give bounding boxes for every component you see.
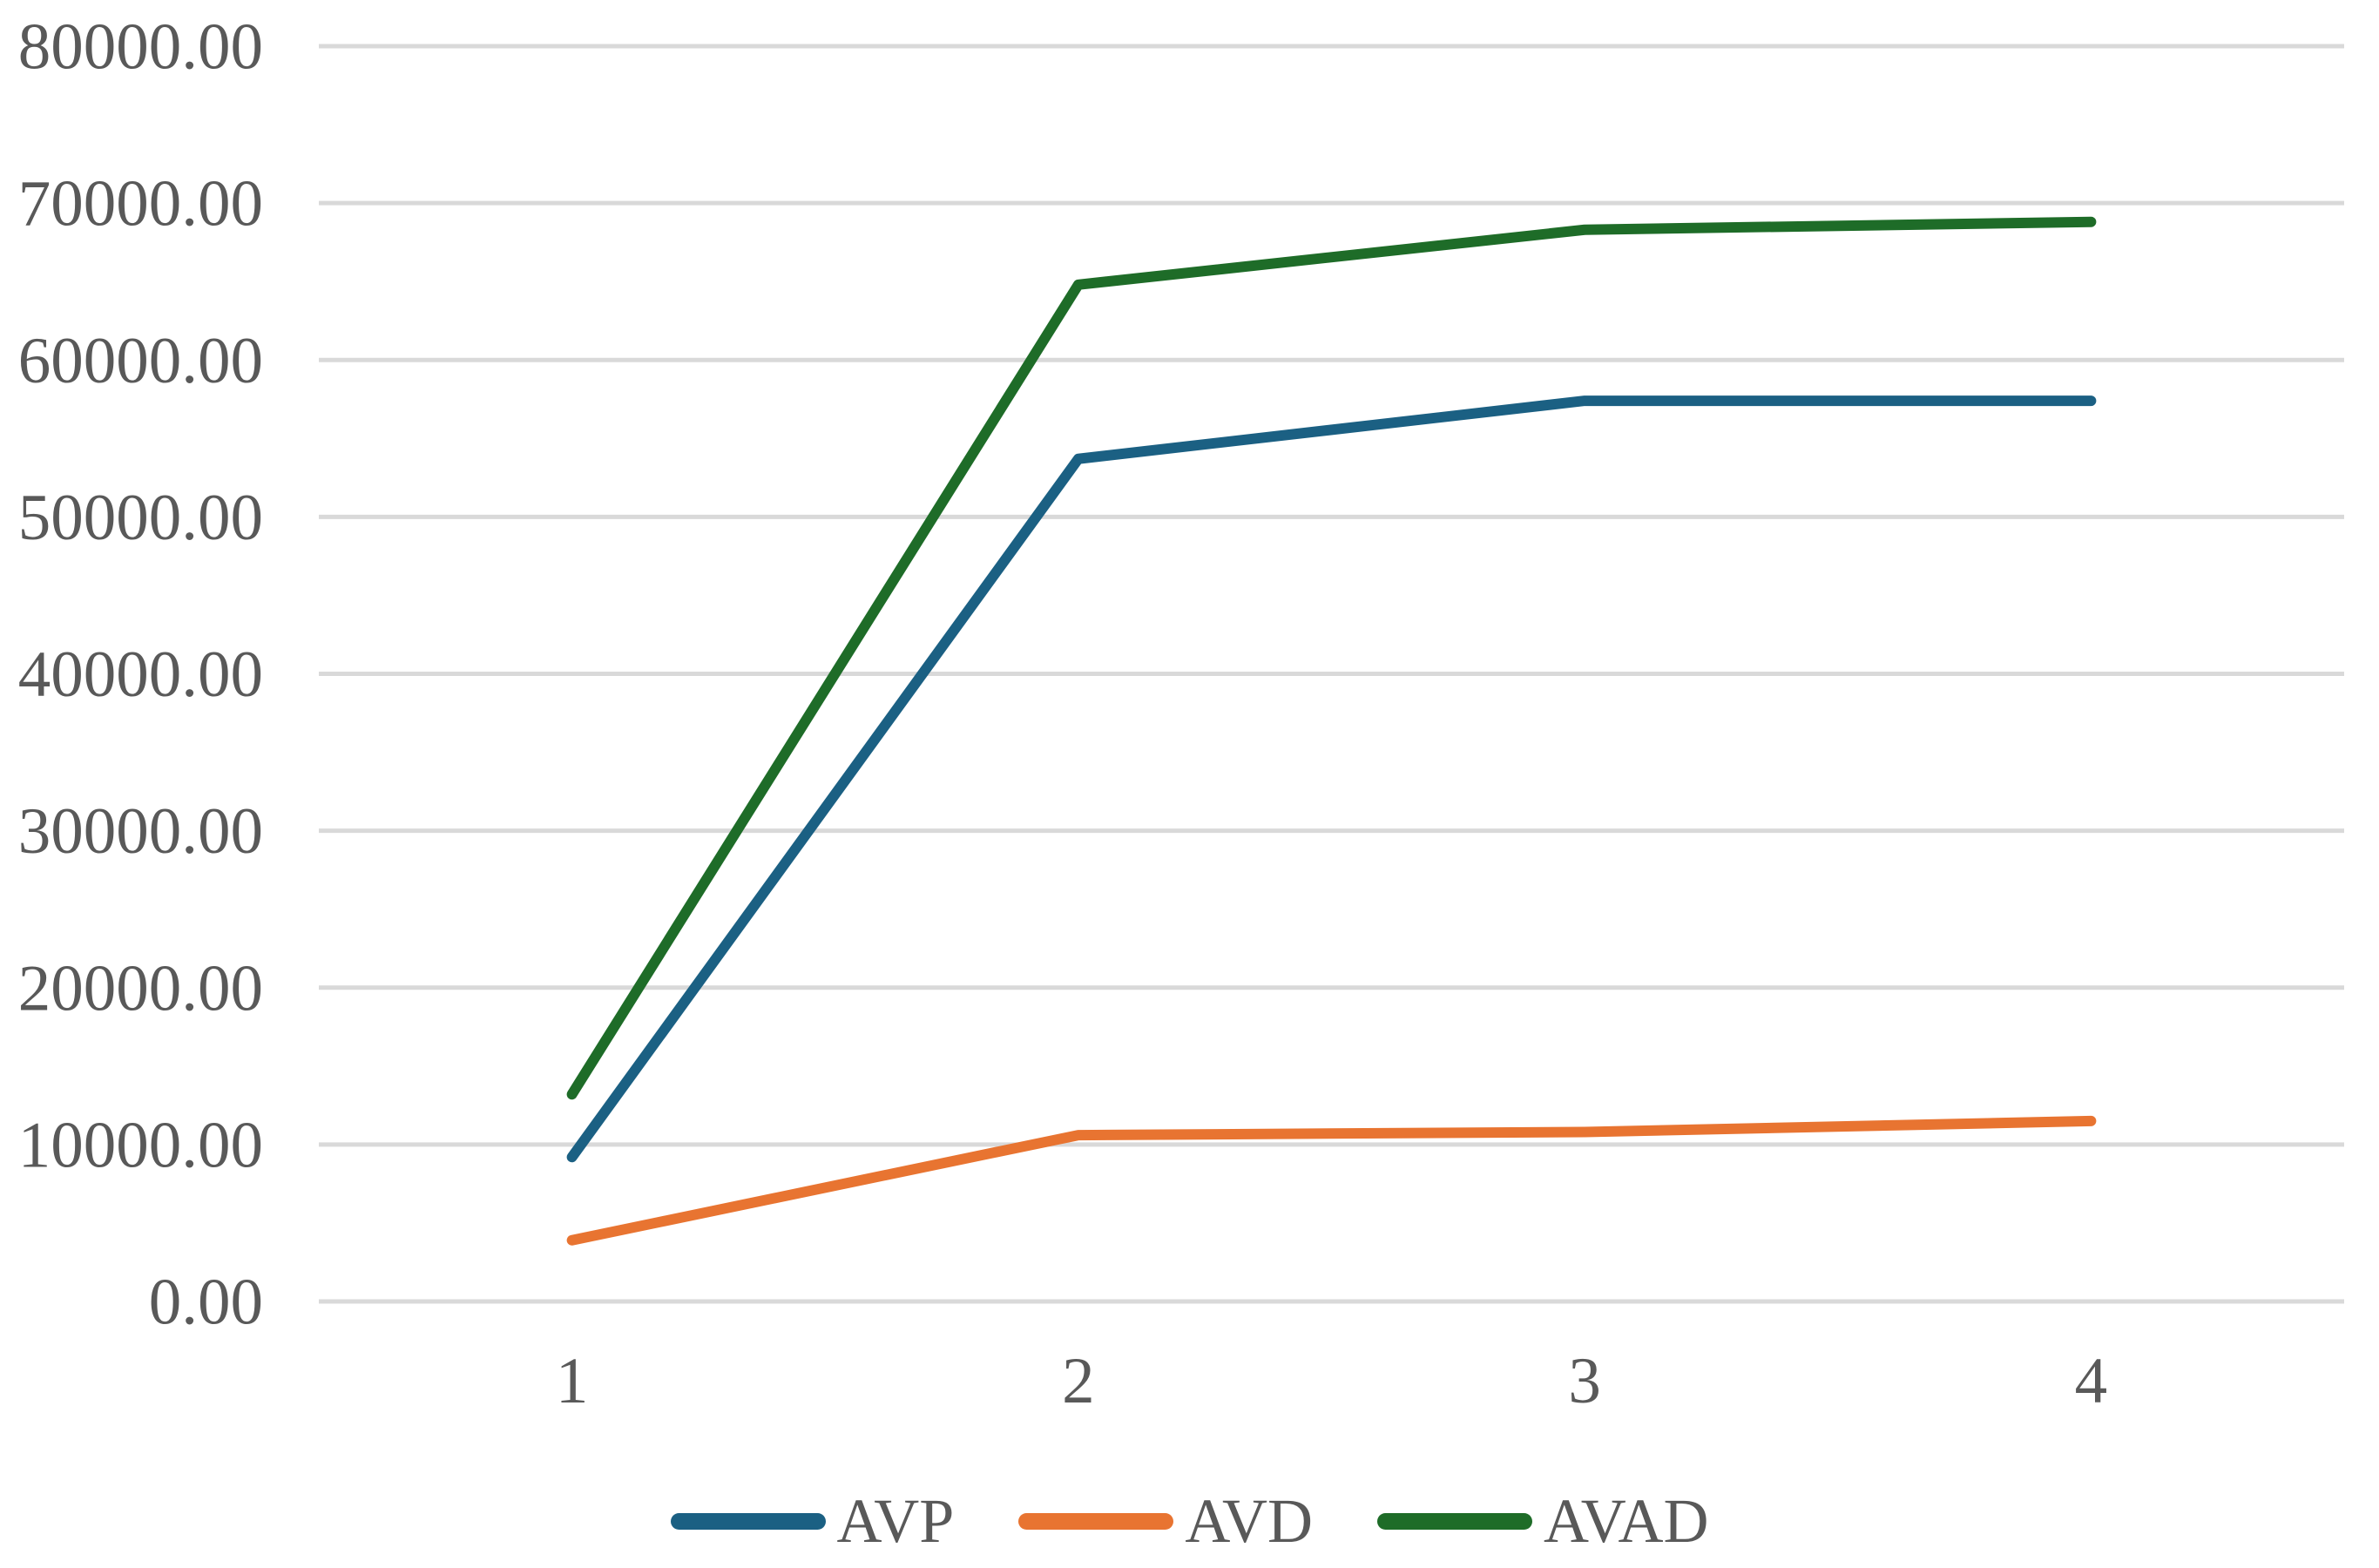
x-axis-tick-label: 2 — [1062, 1345, 1095, 1417]
y-axis-tick-label: 30000.00 — [18, 795, 263, 868]
y-axis-tick-label: 10000.00 — [18, 1109, 263, 1181]
legend-item-avad: AVAD — [1377, 1490, 1708, 1552]
series-line-avd — [566, 1115, 2097, 1246]
y-axis-tick-label: 50000.00 — [18, 482, 263, 554]
gridlines-group — [319, 44, 2344, 1304]
y-axis-tick-label: 0.00 — [149, 1267, 263, 1339]
legend-label-avd: AVD — [1185, 1486, 1314, 1556]
series-lines-group — [566, 216, 2097, 1246]
y-axis-tick-label: 80000.00 — [18, 11, 263, 84]
legend-item-avd: AVD — [1018, 1490, 1313, 1552]
y-axis-tick-label: 60000.00 — [18, 325, 263, 397]
series-line-avad — [566, 216, 2097, 1100]
avp-line-swatch — [670, 1512, 826, 1530]
legend-label-avp: AVP — [836, 1486, 955, 1556]
chart-legend: AVP AVD AVAD — [0, 1486, 2379, 1556]
x-axis-tick-label: 3 — [1568, 1345, 1601, 1417]
x-axis-tick-label: 1 — [556, 1345, 589, 1417]
avad-line-swatch — [1377, 1512, 1533, 1530]
x-axis-labels-group: 1 2 3 4 — [556, 1345, 2107, 1417]
y-axis-labels-group: 0.00 10000.00 20000.00 30000.00 40000.00 5000… — [18, 11, 263, 1339]
legend-label-avad: AVAD — [1544, 1486, 1709, 1556]
y-axis-tick-label: 20000.00 — [18, 952, 263, 1024]
legend-item-avp: AVP — [670, 1486, 955, 1556]
y-axis-tick-label: 70000.00 — [18, 168, 263, 240]
series-line-avp — [566, 395, 2097, 1163]
y-axis-tick-label: 40000.00 — [18, 639, 263, 711]
x-axis-tick-label: 4 — [2075, 1345, 2108, 1417]
avd-line-swatch — [1018, 1512, 1174, 1530]
